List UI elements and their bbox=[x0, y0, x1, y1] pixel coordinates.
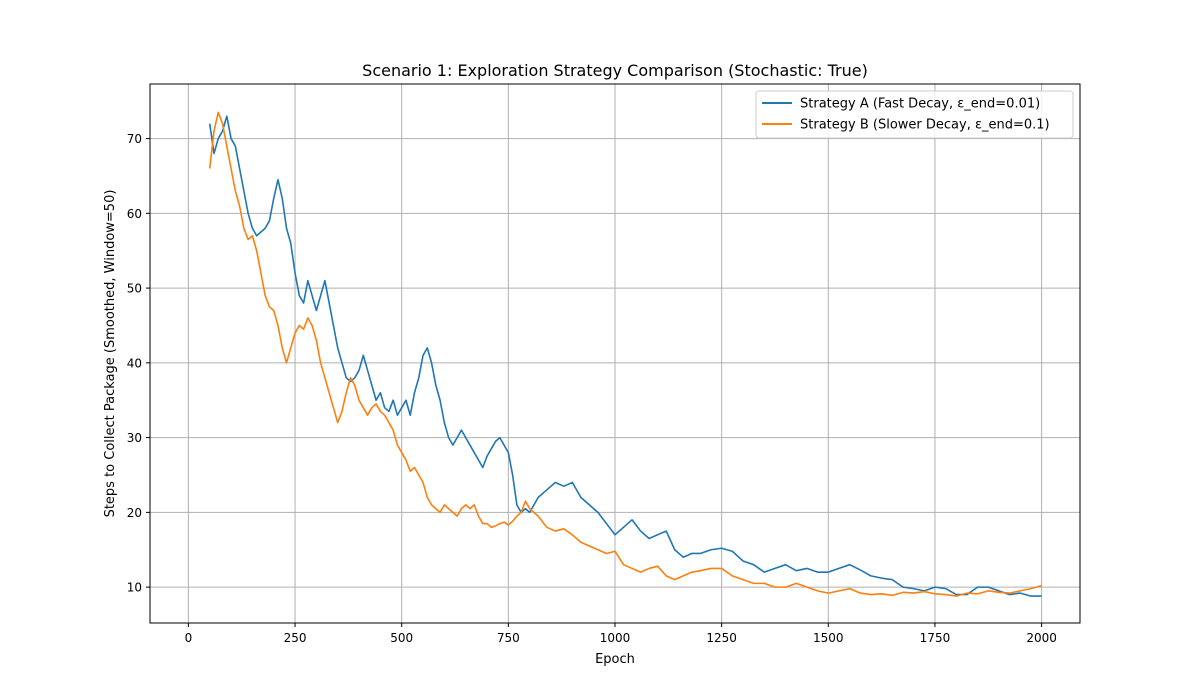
x-tick-label: 1500 bbox=[813, 631, 844, 645]
y-tick-label: 10 bbox=[127, 581, 142, 595]
legend-box bbox=[755, 90, 1074, 139]
series-line-strategy-a bbox=[208, 115, 1042, 597]
legend-label-strategy-a: Strategy A (Fast Decay, ε_end=0.01) bbox=[800, 97, 1040, 112]
x-tick-label: 1250 bbox=[706, 631, 737, 645]
x-tick-label: 0 bbox=[185, 631, 193, 645]
x-tick-label: 2000 bbox=[1026, 631, 1057, 645]
y-axis: 10 20 30 40 50 60 70 bbox=[127, 132, 150, 595]
x-tick-label: 500 bbox=[390, 631, 413, 645]
legend-label-strategy-b: Strategy B (Slower Decay, ε_end=0.1) bbox=[800, 118, 1050, 133]
x-tick-label: 1750 bbox=[920, 631, 951, 645]
legend: Strategy A (Fast Decay, ε_end=0.01) Stra… bbox=[755, 90, 1074, 139]
series-lines bbox=[208, 111, 1042, 597]
grid-lines bbox=[150, 84, 1080, 623]
y-tick-label: 70 bbox=[127, 132, 142, 146]
x-axis: 0 250 500 750 1000 1250 1500 1750 2000 bbox=[185, 623, 1057, 645]
y-tick-label: 40 bbox=[127, 356, 142, 370]
y-tick-label: 50 bbox=[127, 282, 142, 296]
x-axis-label: Epoch bbox=[595, 652, 635, 667]
series-line-strategy-b bbox=[208, 111, 1042, 597]
chart-title: Scenario 1: Exploration Strategy Compari… bbox=[362, 61, 868, 80]
x-tick-label: 750 bbox=[497, 631, 520, 645]
y-axis-label: Steps to Collect Package (Smoothed, Wind… bbox=[103, 190, 118, 518]
y-tick-label: 60 bbox=[127, 207, 142, 221]
x-tick-label: 1000 bbox=[600, 631, 631, 645]
y-tick-label: 20 bbox=[127, 506, 142, 520]
x-tick-label: 250 bbox=[284, 631, 307, 645]
y-tick-label: 30 bbox=[127, 431, 142, 445]
